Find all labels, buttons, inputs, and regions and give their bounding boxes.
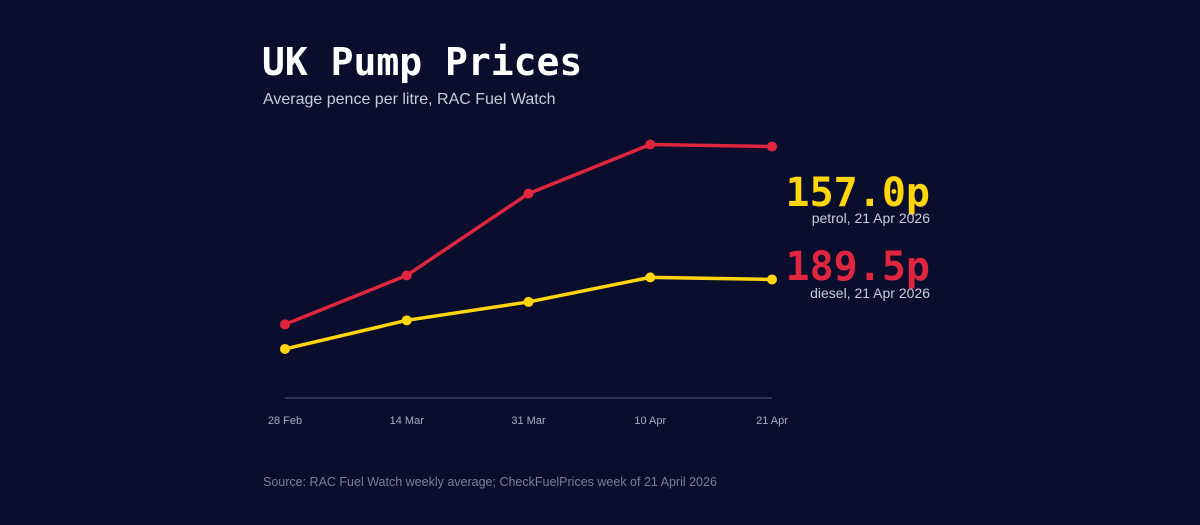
petrol-data-point — [767, 274, 777, 285]
diesel-latest-caption: diesel, 21 Apr 2026 — [810, 285, 930, 301]
series-points — [280, 139, 777, 354]
diesel-data-point — [767, 141, 777, 152]
x-tick-label: 21 Apr — [756, 415, 788, 427]
petrol-data-point — [401, 315, 412, 326]
x-tick-label: 10 Apr — [634, 415, 666, 427]
source-note: Source: RAC Fuel Watch weekly average; C… — [263, 475, 717, 489]
petrol-data-point — [523, 296, 534, 307]
x-tick-label: 28 Feb — [268, 415, 302, 427]
series-lines — [283, 142, 774, 351]
page-title: UK Pump Prices — [262, 40, 583, 84]
petrol-latest-caption: petrol, 21 Apr 2026 — [812, 210, 931, 226]
petrol-data-point — [280, 343, 290, 354]
x-axis-ticks: 28 Feb 14 Mar 31 Mar 10 Apr 21 Apr — [268, 415, 788, 427]
x-tick-label: 14 Mar — [390, 415, 425, 427]
page-subtitle: Average pence per litre, RAC Fuel Watch — [263, 91, 556, 108]
diesel-data-point — [280, 319, 290, 330]
diesel-latest-value: 189.5p — [786, 244, 931, 290]
diesel-data-point — [645, 139, 656, 150]
x-tick-label: 31 Mar — [511, 415, 546, 427]
petrol-data-point — [645, 272, 656, 283]
diesel-data-point — [523, 188, 534, 199]
petrol-series-line — [283, 275, 774, 351]
petrol-latest-value: 157.0p — [786, 170, 931, 216]
diesel-data-point — [401, 270, 412, 281]
